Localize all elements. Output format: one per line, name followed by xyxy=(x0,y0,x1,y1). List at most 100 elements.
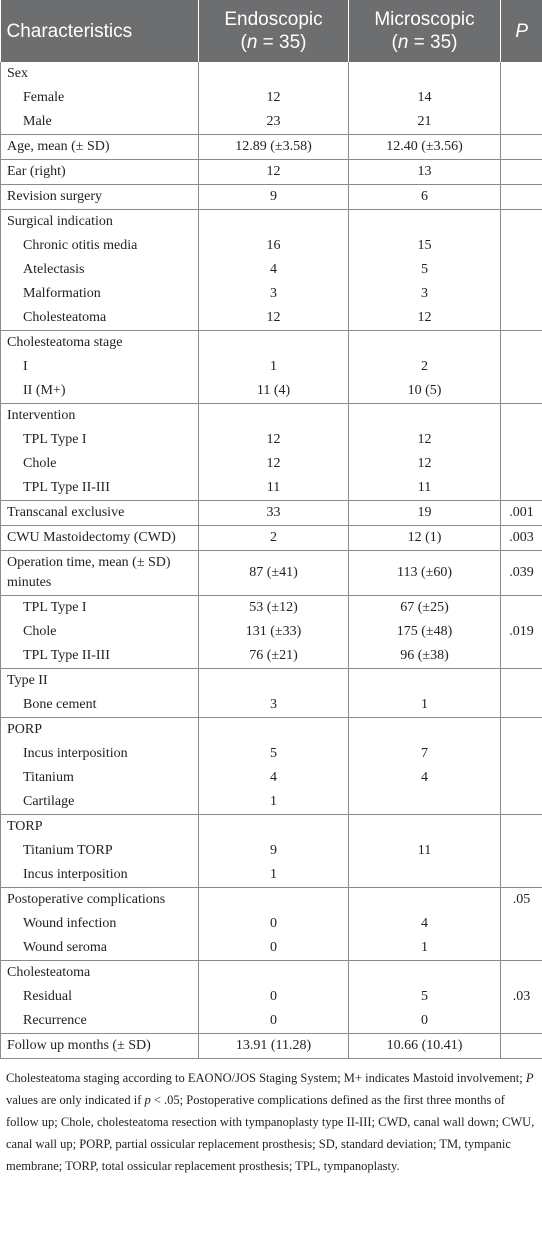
empty-cell xyxy=(348,403,501,428)
table-row: Intervention xyxy=(0,403,542,428)
empty-cell xyxy=(500,282,542,306)
row-label: Follow up months (± SD) xyxy=(0,1033,199,1059)
table-row: Residual 0 5.03 xyxy=(0,985,542,1009)
table-row: Age, mean (± SD) 12.89 (±3.58) 12.40 (±3.5… xyxy=(0,134,542,160)
endoscopic-cell: 33 xyxy=(198,500,349,526)
microscopic-cell: 21 xyxy=(348,110,501,135)
empty-cell xyxy=(198,717,349,742)
empty-cell xyxy=(348,960,501,985)
header-title: Characteristics xyxy=(6,20,133,42)
row-label: TORP xyxy=(0,814,199,839)
row-label: Wound seroma xyxy=(0,936,199,961)
row-label: Surgical indication xyxy=(0,209,199,234)
endoscopic-cell: 12 xyxy=(198,159,349,185)
endoscopic-cell: 3 xyxy=(198,693,349,718)
row-label: Operation time, mean (± SD) minutes xyxy=(0,550,199,596)
p-cell: .019 xyxy=(500,620,542,644)
empty-cell xyxy=(198,403,349,428)
endoscopic-cell: 11 (4) xyxy=(198,379,349,404)
microscopic-cell: 13 xyxy=(348,159,501,185)
microscopic-cell: 113 (±60) xyxy=(348,550,501,596)
row-label: I xyxy=(0,355,199,379)
empty-cell xyxy=(348,209,501,234)
microscopic-cell: 10 (5) xyxy=(348,379,501,404)
microscopic-cell: 5 xyxy=(348,985,501,1009)
row-label: Ear (right) xyxy=(0,159,199,185)
endoscopic-cell: 13.91 (11.28) xyxy=(198,1033,349,1059)
row-label: Type II xyxy=(0,668,199,693)
empty-cell xyxy=(500,839,542,863)
empty-cell xyxy=(500,209,542,234)
row-label: PORP xyxy=(0,717,199,742)
endoscopic-cell: 53 (±12) xyxy=(198,595,349,620)
header-subtitle: ( xyxy=(240,32,247,53)
table-row: Chronic otitis media 16 15 xyxy=(0,234,542,258)
empty-cell xyxy=(500,184,542,210)
microscopic-cell: 12.40 (±3.56) xyxy=(348,134,501,160)
empty-cell xyxy=(500,717,542,742)
table-row: Incus interposition 5 7 xyxy=(0,742,542,766)
endoscopic-cell: 76 (±21) xyxy=(198,644,349,669)
row-label: Atelectasis xyxy=(0,258,199,282)
row-group: Age, mean (± SD) 12.89 (±3.58) 12.40 (±3.5… xyxy=(0,134,542,160)
row-group: Surgical indication Chronic otitis media 1… xyxy=(0,209,542,331)
row-label: Cholesteatoma xyxy=(0,960,199,985)
row-label: Cholesteatoma xyxy=(0,306,199,331)
microscopic-cell: 2 xyxy=(348,355,501,379)
microscopic-cell: 12 xyxy=(348,428,501,452)
empty-cell xyxy=(500,814,542,839)
row-label: TPL Type II-III xyxy=(0,644,199,669)
microscopic-cell: 4 xyxy=(348,912,501,936)
table-row: CWU Mastoidectomy (CWD) 2 12 (1) .003 xyxy=(0,525,542,551)
header-subtitle: n xyxy=(246,32,258,53)
microscopic-cell: 11 xyxy=(348,476,501,501)
table-row: Titanium TORP 9 11 xyxy=(0,839,542,863)
row-label: Incus interposition xyxy=(0,863,199,888)
empty-cell xyxy=(500,644,542,669)
table-row: II (M+) 11 (4) 10 (5) xyxy=(0,379,542,404)
empty-cell xyxy=(500,306,542,331)
empty-cell xyxy=(500,134,542,160)
empty-cell xyxy=(500,110,542,135)
microscopic-cell: 175 (±48) xyxy=(348,620,501,644)
footnote-text: values are only indicated if xyxy=(6,1093,145,1107)
row-label: Sex xyxy=(0,62,199,86)
microscopic-cell: 15 xyxy=(348,234,501,258)
microscopic-cell: 3 xyxy=(348,282,501,306)
row-label: Cartilage xyxy=(0,790,199,815)
row-label: TPL Type I xyxy=(0,428,199,452)
endoscopic-cell: 9 xyxy=(198,839,349,863)
table-row: TORP xyxy=(0,814,542,839)
microscopic-cell: 5 xyxy=(348,258,501,282)
row-group: Follow up months (± SD) 13.91 (11.28) 10.6… xyxy=(0,1033,542,1059)
empty-cell xyxy=(500,595,542,620)
row-group: Cholesteatoma stage I 1 2 II (M+) 11 (4) 10 (5… xyxy=(0,330,542,404)
empty-cell xyxy=(500,86,542,110)
endoscopic-cell: 131 (±33) xyxy=(198,620,349,644)
empty-cell xyxy=(500,960,542,985)
row-label: Postoperative complications xyxy=(0,887,199,912)
empty-cell xyxy=(348,814,501,839)
header-cell: Endoscopic (n = 35) xyxy=(198,0,349,62)
empty-cell xyxy=(198,330,349,355)
endoscopic-cell: 16 xyxy=(198,234,349,258)
empty-cell xyxy=(500,742,542,766)
endoscopic-cell: 12 xyxy=(198,428,349,452)
endoscopic-cell: 12 xyxy=(198,452,349,476)
table-row: Follow up months (± SD) 13.91 (11.28) 10.6… xyxy=(0,1033,542,1059)
empty-cell xyxy=(348,790,501,815)
header-subtitle: ( xyxy=(391,32,398,53)
row-label: Cholesteatoma stage xyxy=(0,330,199,355)
empty-cell xyxy=(500,403,542,428)
endoscopic-cell: 12 xyxy=(198,86,349,110)
table-row: Type II xyxy=(0,668,542,693)
empty-cell xyxy=(198,209,349,234)
microscopic-cell: 6 xyxy=(348,184,501,210)
empty-cell xyxy=(198,887,349,912)
row-label: Incus interposition xyxy=(0,742,199,766)
microscopic-cell: 0 xyxy=(348,1009,501,1034)
row-label: Intervention xyxy=(0,403,199,428)
row-label: Age, mean (± SD) xyxy=(0,134,199,160)
table-row: Ear (right) 12 13 xyxy=(0,159,542,185)
